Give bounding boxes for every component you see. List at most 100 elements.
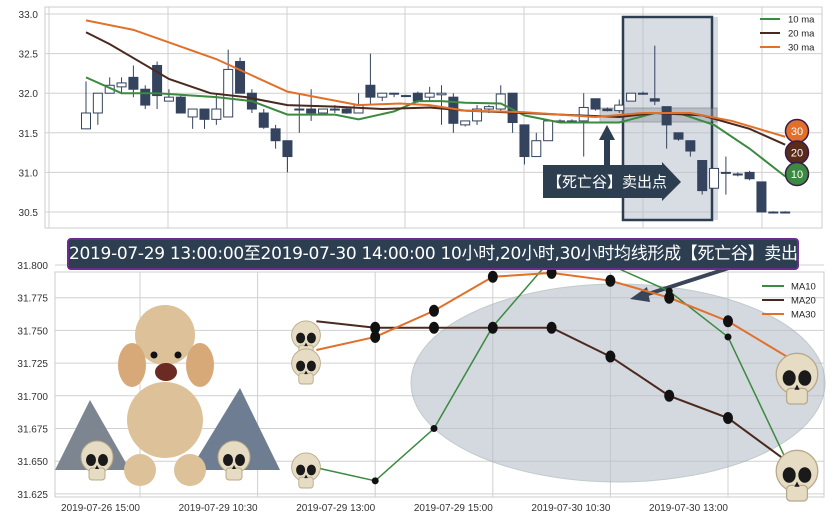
skull-eye bbox=[782, 370, 796, 386]
candle bbox=[341, 107, 352, 114]
candle-body bbox=[235, 61, 246, 94]
data-point-MA20 bbox=[370, 321, 381, 334]
ma-end-badge-label: 10 bbox=[791, 169, 803, 181]
candle bbox=[81, 81, 91, 130]
candle bbox=[163, 89, 174, 102]
candle-body bbox=[377, 92, 388, 98]
bottom-legend-label: MA20 bbox=[791, 296, 816, 307]
candle-body bbox=[673, 132, 684, 140]
candle bbox=[709, 167, 720, 189]
skull-icon bbox=[291, 452, 321, 489]
skull-jaw bbox=[298, 372, 314, 385]
candle bbox=[756, 181, 767, 213]
skull-eye bbox=[306, 332, 316, 344]
candle bbox=[389, 92, 400, 98]
bottom-y-tick-label: 31.750 bbox=[17, 326, 48, 337]
skull-eye bbox=[223, 454, 233, 466]
candle-body bbox=[282, 140, 293, 158]
candle-body bbox=[661, 106, 672, 126]
candle bbox=[116, 77, 127, 94]
skull-icon bbox=[291, 348, 321, 385]
candle bbox=[128, 65, 139, 98]
candle bbox=[400, 94, 411, 98]
bottom-y-tick-label: 31.625 bbox=[17, 490, 48, 501]
top-y-tick-label: 32.0 bbox=[19, 89, 39, 100]
candle-body bbox=[697, 160, 708, 192]
data-point-MA20 bbox=[723, 412, 733, 425]
candle-body bbox=[756, 181, 767, 213]
bottom-x-tick-label: 2019-07-30 10:30 bbox=[531, 503, 610, 514]
candle bbox=[282, 140, 293, 173]
candle bbox=[614, 99, 625, 113]
candle bbox=[519, 124, 530, 165]
poodle-fur bbox=[127, 382, 203, 458]
candle-body bbox=[637, 92, 648, 95]
candle-body bbox=[780, 211, 791, 214]
top-legend-label: 10 ma bbox=[788, 15, 815, 26]
candle-body bbox=[543, 120, 554, 142]
top-y-tick-label: 33.0 bbox=[19, 10, 39, 21]
candle bbox=[578, 93, 589, 157]
poodle-ear bbox=[118, 343, 146, 387]
bottom-x-tick-label: 2019-07-26 15:00 bbox=[61, 503, 140, 514]
skull-icon bbox=[217, 440, 251, 481]
mountain-right bbox=[190, 388, 280, 470]
bottom-legend-label: MA30 bbox=[791, 310, 816, 321]
top-y-tick-label: 32.5 bbox=[19, 50, 39, 61]
candle bbox=[175, 95, 186, 114]
poodle-fur bbox=[135, 305, 195, 365]
candle bbox=[697, 160, 708, 195]
skull-nose bbox=[304, 342, 308, 347]
candle-body bbox=[329, 108, 340, 111]
candle bbox=[637, 91, 648, 95]
bottom-legend-label: MA10 bbox=[791, 282, 816, 293]
skull-eye bbox=[782, 467, 796, 483]
candle-body bbox=[92, 92, 103, 114]
candle bbox=[377, 92, 388, 102]
data-point-MA10 bbox=[724, 333, 732, 341]
candle bbox=[436, 85, 447, 125]
skull-icon bbox=[775, 352, 819, 405]
bottom-x-tick-label: 2019-07-29 13:00 bbox=[296, 503, 375, 514]
candle-body bbox=[483, 106, 494, 110]
data-point-MA30 bbox=[487, 270, 498, 283]
candle-body bbox=[353, 104, 364, 114]
candle-body bbox=[128, 76, 139, 90]
candle bbox=[92, 92, 103, 125]
candle-body bbox=[223, 68, 234, 118]
candle bbox=[543, 120, 554, 142]
candle-body bbox=[495, 93, 506, 110]
candle-body bbox=[341, 108, 352, 114]
candle bbox=[211, 93, 222, 125]
candle bbox=[424, 86, 435, 102]
skull-eye bbox=[98, 454, 108, 466]
skull-eye bbox=[306, 464, 316, 476]
data-point-MA20 bbox=[429, 321, 439, 334]
candle bbox=[258, 109, 269, 129]
skull-eye bbox=[296, 332, 306, 344]
candle bbox=[294, 93, 305, 133]
skull-icon bbox=[80, 440, 114, 481]
poodle-ear bbox=[186, 343, 214, 387]
candle-body bbox=[602, 108, 613, 112]
candle bbox=[199, 108, 210, 129]
data-point-MA20 bbox=[546, 321, 557, 334]
candle-body bbox=[460, 120, 471, 126]
candle-body bbox=[649, 98, 660, 102]
bottom-y-tick-label: 31.650 bbox=[17, 457, 48, 468]
skull-eye bbox=[86, 454, 96, 466]
skull-nose bbox=[232, 465, 236, 469]
bottom-y-tick-label: 31.800 bbox=[17, 261, 48, 272]
data-point-MA30 bbox=[664, 291, 675, 304]
skull-nose bbox=[95, 465, 99, 469]
candle-body bbox=[519, 124, 530, 158]
skull-nose bbox=[304, 370, 308, 375]
skull-eye bbox=[235, 454, 245, 466]
poodle-fur bbox=[174, 454, 206, 486]
candle bbox=[602, 107, 613, 112]
candle bbox=[744, 170, 755, 181]
data-point-MA20 bbox=[664, 389, 675, 402]
bottom-x-tick-label: 2019-07-29 10:30 bbox=[179, 503, 258, 514]
skull-eye bbox=[296, 360, 306, 372]
